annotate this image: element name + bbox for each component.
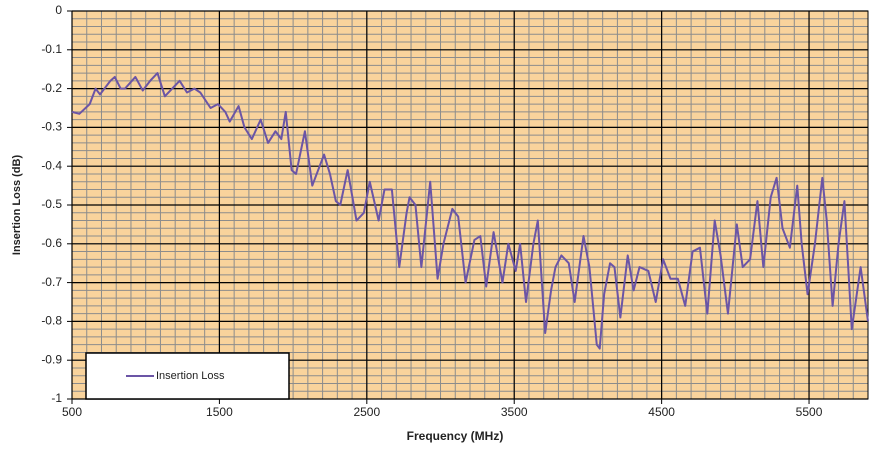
y-tick-label: -0.3 [41, 120, 62, 134]
data-line [71, 72, 869, 350]
x-tick-label: 3500 [501, 405, 528, 419]
y-tick-label: -0.8 [41, 314, 62, 328]
x-tick-label: 4500 [648, 405, 675, 419]
y-axis-title: Insertion Loss (dB) [11, 155, 23, 256]
x-tick-label: 5500 [796, 405, 823, 419]
y-tick-label: -0.9 [41, 352, 62, 366]
x-axis-title: Frequency (MHz) [407, 429, 504, 443]
y-tick-label: -0.4 [41, 158, 62, 172]
y-tick-label: -0.6 [41, 236, 62, 250]
x-tick-label: 1500 [206, 405, 233, 419]
y-tick-label: -0.5 [41, 197, 62, 211]
y-tick-label: -0.1 [41, 42, 62, 56]
x-tick-label: 2500 [353, 405, 380, 419]
y-tick-label: -1 [51, 391, 62, 405]
y-tick-label: -0.2 [41, 81, 62, 95]
legend-box [85, 352, 290, 400]
legend-label: Insertion Loss [156, 370, 225, 382]
x-tick-label: 500 [62, 405, 82, 419]
plot-border [71, 10, 869, 400]
y-tick-label: -0.7 [41, 275, 62, 289]
y-tick-label: 0 [55, 3, 62, 17]
